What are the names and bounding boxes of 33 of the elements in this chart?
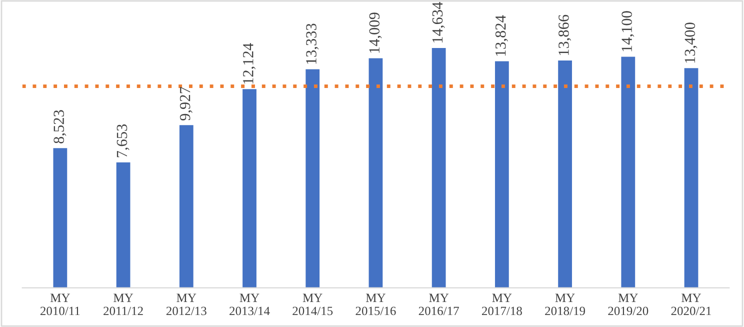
x-tick-label: MY 2015/16 (356, 294, 396, 316)
x-tick-label: MY 2010/11 (40, 294, 80, 316)
bar (432, 48, 446, 288)
bar (179, 125, 194, 288)
data-label: 13,866 (558, 14, 572, 56)
x-tick-label: MY 2013/14 (230, 294, 270, 316)
data-label: 14,634 (432, 2, 445, 42)
bar (306, 69, 320, 288)
x-tick-label: MY 2019/20 (608, 294, 648, 316)
data-label: 13,333 (306, 24, 319, 64)
data-label: 14,100 (622, 11, 634, 52)
x-tick-label: MY 2017/18 (482, 294, 522, 316)
data-label: 13,400 (684, 22, 698, 63)
x-tick-label: MY 2018/19 (545, 294, 586, 316)
bar (621, 56, 636, 288)
bar (494, 61, 509, 288)
bar (368, 58, 383, 288)
data-label: 9,927 (180, 86, 192, 120)
data-label: 8,523 (54, 110, 66, 144)
bar (242, 89, 256, 288)
data-label: 7,653 (116, 124, 130, 158)
bar (558, 60, 572, 288)
x-tick-label: MY 2014/15 (292, 294, 333, 316)
data-label: 12,124 (243, 43, 256, 84)
data-label: 14,009 (369, 12, 382, 53)
x-tick-label: MY 2020/21 (671, 294, 711, 316)
x-tick-label: MY 2016/17 (418, 294, 459, 316)
x-tick-label: MY 2011/12 (104, 294, 143, 316)
x-tick-label: MY 2012/13 (166, 294, 206, 316)
bar (116, 162, 130, 288)
bar (53, 148, 68, 288)
bar (684, 68, 698, 288)
data-label: 13,824 (495, 15, 508, 56)
